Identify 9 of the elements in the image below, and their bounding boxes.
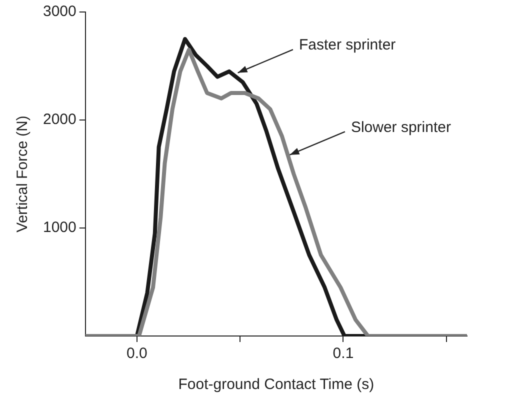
x-tick-label: 0.0 [126, 345, 148, 362]
x-axis-title: Foot-ground Contact Time (s) [178, 376, 374, 394]
annotation: Faster sprinter [298, 36, 396, 54]
y-tick-label: 1000 [42, 219, 76, 236]
y-tick-label: 3000 [42, 3, 76, 20]
annotation: Slower sprinter [350, 118, 451, 136]
y-tick-label: 2000 [42, 111, 76, 128]
x-tick-label: 0.1 [332, 345, 354, 362]
y-axis-title: Vertical Force (N) [14, 116, 32, 232]
